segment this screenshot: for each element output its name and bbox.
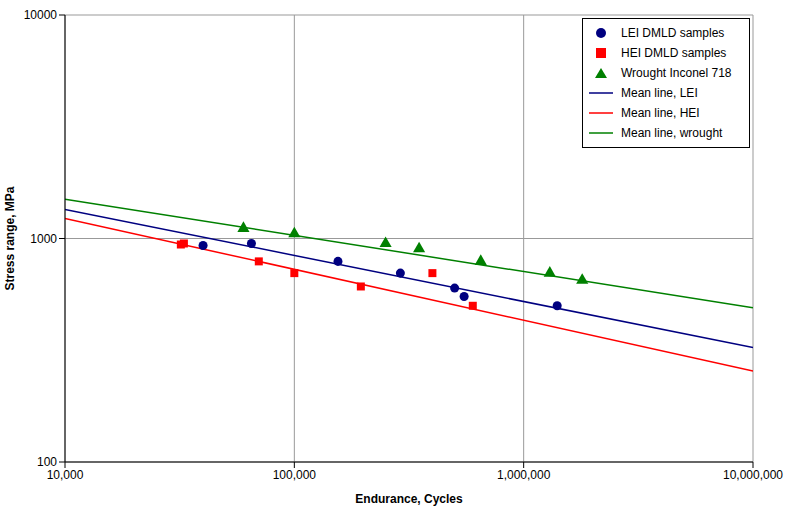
- svg-text:10,000,000: 10,000,000: [723, 468, 783, 482]
- svg-text:1,000,000: 1,000,000: [497, 468, 551, 482]
- html-text:LEI DMLD samples: LEI DMLD samples: [621, 26, 725, 40]
- html-text:Mean line, LEI: Mean line, LEI: [621, 86, 698, 100]
- html-text:HEI DMLD samples: HEI DMLD samples: [621, 46, 727, 60]
- html-text:Wrought Inconel 718: Wrought Inconel 718: [621, 66, 732, 80]
- svg-text:10000: 10000: [24, 8, 58, 22]
- svg-text:Stress range, MPa: Stress range, MPa: [8, 186, 17, 290]
- svg-text:1000: 1000: [30, 232, 57, 246]
- svg-text:Endurance, Cycles: Endurance, Cycles: [355, 492, 463, 506]
- html-text:Mean line, HEI: Mean line, HEI: [621, 106, 700, 120]
- svg-text:100: 100: [37, 455, 57, 469]
- svg-text:100,000: 100,000: [273, 468, 317, 482]
- svg-text:10,000: 10,000: [47, 468, 84, 482]
- html-text:Mean line, wrought: Mean line, wrought: [621, 126, 723, 140]
